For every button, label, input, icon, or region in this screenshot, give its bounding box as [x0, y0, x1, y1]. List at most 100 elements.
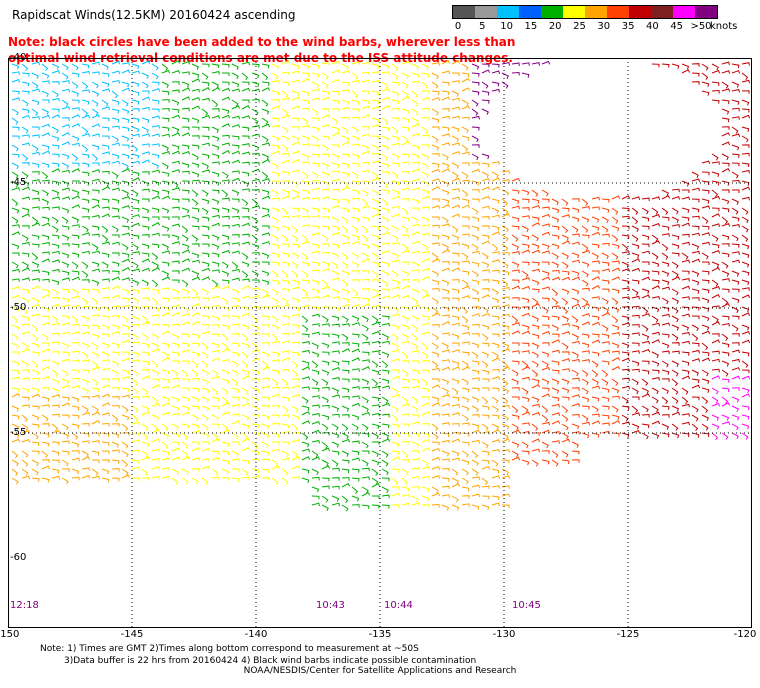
wind-barb — [451, 252, 460, 257]
wind-barb — [171, 447, 181, 452]
wind-barb — [221, 342, 229, 350]
wind-barb — [611, 342, 620, 349]
wind-barb — [21, 213, 31, 218]
wind-barb — [191, 342, 200, 347]
wind-barb — [391, 259, 401, 264]
wind-barb — [141, 225, 150, 231]
wind-barb — [341, 297, 350, 303]
wind-barb — [371, 441, 380, 445]
wind-barb — [21, 261, 29, 269]
wind-barb — [271, 359, 280, 364]
wind-barb — [511, 350, 520, 354]
wind-barb — [151, 243, 160, 249]
wind-barb — [431, 224, 440, 229]
wind-barb — [41, 270, 50, 276]
wind-barb — [191, 117, 200, 124]
wind-barb — [321, 459, 329, 467]
wind-barb — [481, 387, 490, 392]
wind-barb — [701, 342, 709, 351]
wind-barb — [731, 405, 739, 412]
wind-barb — [461, 279, 469, 287]
wind-barb — [181, 189, 190, 194]
wind-barb — [731, 243, 740, 248]
wind-barb — [281, 368, 290, 373]
wind-barb — [462, 225, 470, 229]
wind-barb — [171, 89, 180, 94]
wind-barb — [161, 195, 171, 200]
wind-barb — [361, 150, 371, 155]
wind-barb — [51, 475, 60, 480]
wind-barb — [671, 387, 679, 395]
wind-barb — [561, 276, 571, 281]
wind-barb — [121, 267, 131, 272]
wind-barb — [611, 276, 621, 281]
wind-barb — [341, 70, 351, 75]
wind-barb — [111, 305, 120, 309]
wind-barb — [291, 96, 301, 101]
wind-barb — [71, 331, 81, 335]
wind-barb — [401, 294, 411, 299]
wind-barb — [111, 117, 120, 123]
wind-barb — [501, 493, 510, 498]
wind-barb — [31, 162, 40, 168]
wind-barb — [281, 60, 291, 65]
wind-barb — [431, 216, 440, 221]
wind-barb — [211, 476, 220, 481]
wind-barb — [521, 72, 530, 78]
wind-barb — [461, 378, 469, 386]
wind-barb — [381, 494, 390, 499]
wind-barb — [341, 234, 350, 241]
wind-barb — [181, 267, 191, 272]
wind-barb — [581, 342, 590, 348]
wind-barb — [331, 366, 341, 371]
wind-barb — [481, 225, 490, 229]
wind-barb — [41, 414, 49, 422]
legend-swatch — [629, 6, 651, 18]
wind-barb — [711, 63, 719, 71]
wind-barb — [411, 90, 419, 99]
wind-barb — [551, 243, 560, 250]
wind-barb — [371, 152, 380, 157]
wind-barb — [81, 81, 89, 89]
wind-barb — [681, 340, 690, 345]
wind-barb — [341, 360, 350, 365]
wind-barb — [651, 261, 660, 268]
wind-barb — [541, 223, 551, 228]
wind-barb — [661, 233, 670, 237]
wind-barb — [541, 261, 550, 266]
wind-barb — [461, 486, 470, 492]
wind-barb — [481, 405, 490, 410]
wind-barb — [731, 324, 739, 332]
wind-barb — [621, 351, 630, 357]
wind-barb — [731, 153, 740, 158]
wind-barb — [51, 70, 61, 74]
wind-barb — [451, 322, 460, 327]
wind-barb — [431, 258, 441, 263]
wind-barb — [261, 123, 271, 128]
wind-barb — [381, 369, 390, 375]
wind-barb — [291, 225, 299, 234]
wind-barb — [641, 288, 650, 295]
wind-barb — [731, 279, 740, 285]
wind-barb — [61, 162, 69, 170]
wind-barb — [151, 288, 160, 294]
wind-barb — [221, 387, 229, 395]
wind-barb — [371, 369, 380, 375]
wind-barb — [191, 105, 201, 110]
wind-barb — [11, 268, 20, 273]
wind-barb — [401, 315, 410, 322]
wind-barb — [541, 189, 549, 197]
wind-barb — [461, 252, 469, 260]
wind-barb — [121, 168, 131, 173]
wind-barb — [371, 483, 381, 488]
wind-barb — [321, 180, 330, 187]
wind-barb — [481, 351, 490, 358]
wind-barb — [631, 360, 640, 367]
wind-barb — [351, 225, 359, 233]
wind-barb — [201, 234, 210, 239]
wind-barb — [311, 126, 320, 132]
wind-barb — [591, 196, 600, 201]
wind-barb — [231, 297, 240, 303]
wind-barb — [371, 90, 380, 96]
wind-barb — [401, 270, 410, 277]
